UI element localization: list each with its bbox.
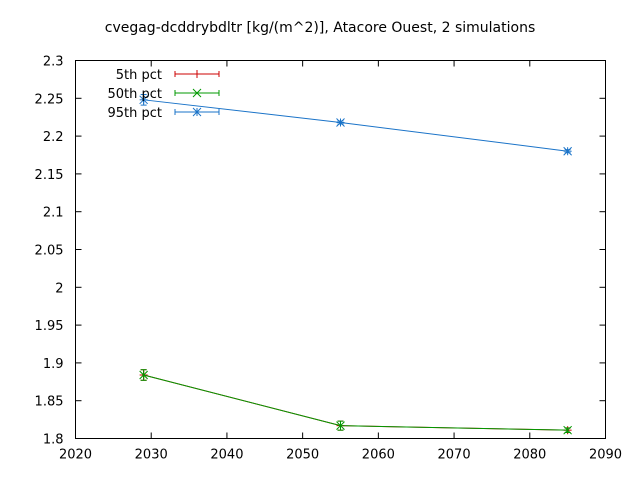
y-tick-label: 2.15 — [35, 168, 64, 183]
series-3 — [139, 94, 572, 156]
y-tick-label: 2.3 — [43, 55, 64, 70]
y-tick-label: 2.05 — [35, 244, 64, 259]
legend-marker — [192, 88, 202, 98]
legend-marker — [193, 70, 201, 78]
legend-label: 5th pct — [116, 68, 162, 83]
legend-marker — [192, 107, 202, 117]
x-tick-label: 2020 — [59, 448, 92, 463]
legend-label: 95th pct — [107, 106, 162, 121]
legend-marker-stroke — [192, 107, 202, 117]
y-tick-label: 1.8 — [43, 433, 64, 448]
series-2 — [139, 369, 572, 435]
y-tick-label: 1.85 — [35, 395, 64, 410]
data-point — [139, 95, 148, 105]
data-point — [563, 425, 572, 435]
x-tick-label: 2040 — [210, 448, 243, 463]
y-tick-label: 2.25 — [35, 92, 64, 107]
data-point — [563, 146, 572, 156]
y-tick-label: 2 — [55, 281, 63, 296]
legend-marker-stroke — [192, 88, 202, 98]
x-tick-label: 2060 — [362, 448, 395, 463]
x-tick-label: 2080 — [513, 448, 546, 463]
y-tick-label: 2.1 — [43, 206, 64, 221]
series-line — [143, 374, 568, 431]
y-tick-label: 1.95 — [35, 319, 64, 334]
data-point-stroke — [139, 95, 148, 105]
data-point — [139, 370, 148, 380]
data-point-stroke — [563, 146, 572, 156]
data-point — [336, 118, 345, 127]
data-point — [336, 421, 345, 431]
series-1 — [139, 369, 572, 435]
series-line — [143, 99, 568, 152]
y-tick-label: 2.2 — [43, 130, 64, 145]
chart-title: cvegag-dcddrybdltr [kg/(m^2)], Atacore O… — [104, 20, 536, 36]
data-point-stroke — [336, 421, 345, 431]
y-tick-label: 1.9 — [43, 357, 64, 372]
x-tick-label: 2090 — [589, 448, 622, 463]
x-tick-label: 2050 — [286, 448, 319, 463]
data-point-stroke — [139, 370, 148, 380]
series-line — [143, 374, 568, 431]
legend-label: 50th pct — [107, 87, 162, 102]
data-point-stroke — [336, 118, 345, 127]
legend: 5th pct 50th pct 95th pct — [107, 68, 220, 121]
data-point-stroke — [563, 425, 572, 435]
series-layer — [139, 94, 572, 435]
x-tick-label: 2030 — [135, 448, 168, 463]
x-tick-label: 2070 — [438, 448, 471, 463]
axis-ticks: 2020 2030 2040 2050 2060 2070 2080 2090 1.8 1.85 1… — [35, 55, 623, 463]
